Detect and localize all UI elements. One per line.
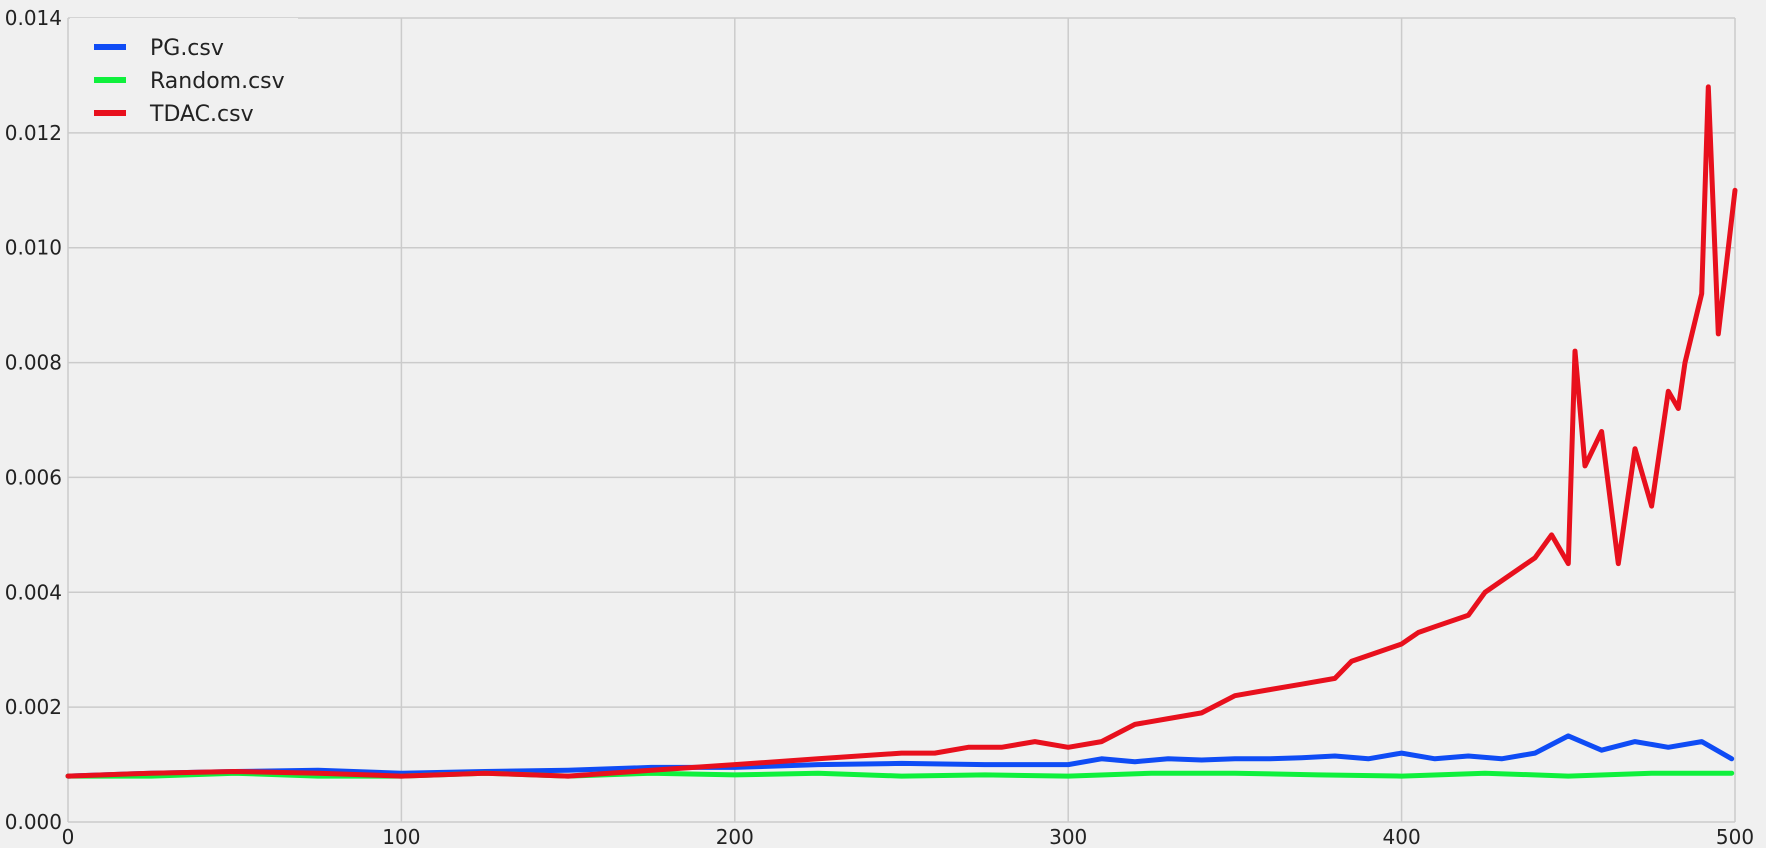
- series-line-pg-csv: [65, 733, 1735, 779]
- series-line-tdac-csv: [65, 84, 1738, 779]
- legend-label: TDAC.csv: [149, 102, 254, 127]
- y-tick-label: 0.004: [5, 580, 62, 604]
- y-tick-label: 0.000: [5, 810, 62, 834]
- axis-ticks: 0.000 0.002 0.004 0.006 0.008 0.010 0.012 0.014…: [5, 6, 1754, 848]
- x-tick-label: 300: [1049, 825, 1087, 848]
- x-tick-label: 500: [1716, 825, 1754, 848]
- y-tick-label: 0.012: [5, 121, 62, 145]
- y-tick-label: 0.014: [5, 6, 62, 30]
- y-tick-label: 0.002: [5, 695, 62, 719]
- x-tick-label: 0: [62, 825, 75, 848]
- y-tick-label: 0.008: [5, 351, 62, 375]
- x-tick-label: 200: [716, 825, 754, 848]
- y-tick-label: 0.010: [5, 236, 62, 260]
- x-tick-label: 400: [1383, 825, 1421, 848]
- legend-label: Random.csv: [150, 69, 285, 94]
- y-tick-label: 0.006: [5, 465, 62, 489]
- grid-lines: [67, 17, 1736, 823]
- x-tick-label: 100: [382, 825, 420, 848]
- legend: PG.csv Random.csv TDAC.csv: [70, 18, 298, 130]
- legend-label: PG.csv: [150, 36, 224, 61]
- series-layer: [65, 84, 1738, 779]
